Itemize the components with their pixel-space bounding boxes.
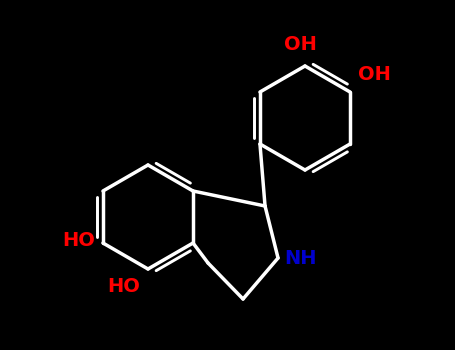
Text: HO: HO	[62, 231, 95, 251]
Text: OH: OH	[358, 65, 391, 84]
Text: HO: HO	[107, 277, 140, 296]
Text: NH: NH	[284, 248, 317, 267]
Text: OH: OH	[283, 35, 316, 54]
